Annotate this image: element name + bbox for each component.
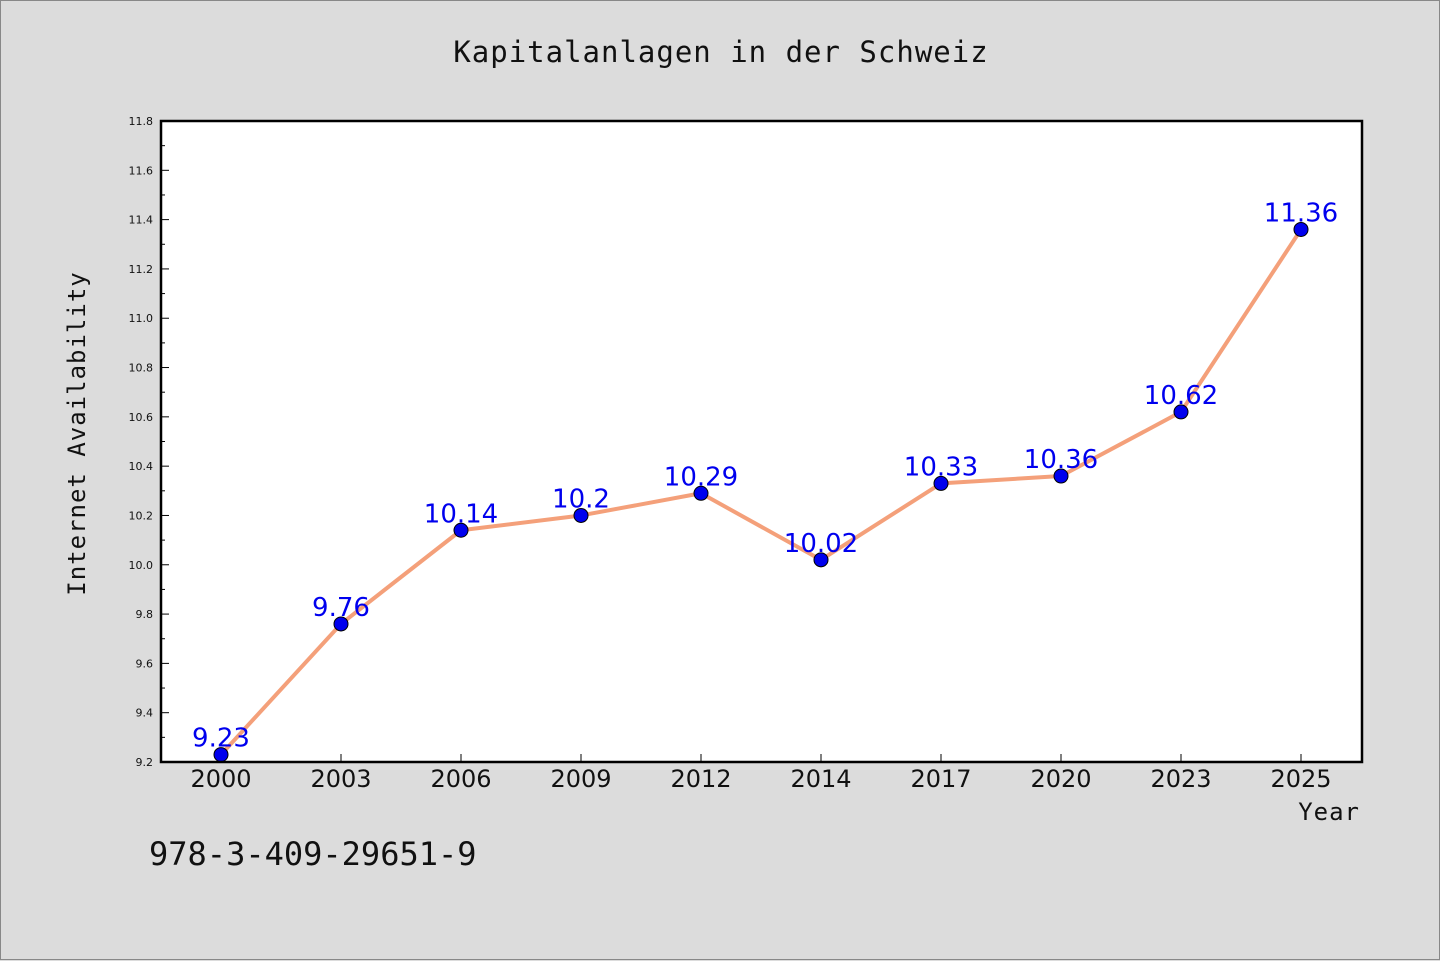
data-label: 9.76 (312, 593, 370, 623)
data-point (333, 616, 349, 632)
y-tick-label: 11.2 (129, 263, 154, 276)
data-point (933, 475, 949, 491)
data-point (693, 485, 709, 501)
y-tick-label: 10.2 (129, 509, 154, 522)
chart-title: Kapitalanlagen in der Schweiz (453, 35, 989, 69)
y-tick-label: 9.6 (136, 657, 154, 670)
data-label: 11.36 (1264, 198, 1338, 228)
x-tick-label: 2023 (1150, 765, 1211, 793)
y-tick-label: 9.8 (136, 608, 154, 621)
x-tick-label: 2003 (310, 765, 371, 793)
plot-area (161, 121, 1362, 762)
y-tick-label: 10.0 (129, 559, 154, 572)
y-tick-label: 10.6 (129, 411, 154, 424)
x-tick-label: 2014 (790, 765, 851, 793)
y-tick-label: 11.0 (129, 312, 154, 325)
x-tick-label: 2009 (550, 765, 611, 793)
data-point (813, 552, 829, 568)
data-label: 10.33 (904, 452, 978, 482)
data-point (1293, 221, 1309, 237)
data-label: 10.02 (784, 529, 858, 559)
y-tick-label: 9.4 (136, 707, 154, 720)
y-tick-label: 11.6 (129, 164, 154, 177)
data-label: 10.62 (1144, 381, 1218, 411)
data-point (573, 507, 589, 523)
y-tick-label: 10.4 (129, 460, 154, 473)
data-label: 9.23 (192, 724, 250, 754)
data-point (1173, 404, 1189, 420)
isbn-annotation: 978-3-409-29651-9 (149, 835, 477, 873)
data-label: 10.29 (664, 462, 738, 492)
data-label: 10.14 (424, 499, 498, 529)
data-label: 10.36 (1024, 445, 1098, 475)
x-tick-label: 2000 (190, 765, 251, 793)
y-tick-label: 11.8 (129, 115, 154, 128)
plot-border (159, 119, 1364, 764)
data-point (453, 522, 469, 538)
y-axis-label: Internet Availability (63, 271, 91, 595)
y-tick-label: 9.2 (136, 756, 154, 769)
data-label: 10.2 (552, 484, 610, 514)
x-tick-label: 2012 (670, 765, 731, 793)
y-tick-label: 10.8 (129, 362, 154, 375)
data-point (1053, 468, 1069, 484)
x-tick-label: 2017 (910, 765, 971, 793)
x-tick-label: 2025 (1270, 765, 1331, 793)
series-line (219, 227, 1303, 757)
y-tick-label: 11.4 (129, 214, 154, 227)
x-tick-label: 2006 (430, 765, 491, 793)
x-axis-label: Year (1298, 798, 1360, 826)
x-tick-label: 2020 (1030, 765, 1091, 793)
